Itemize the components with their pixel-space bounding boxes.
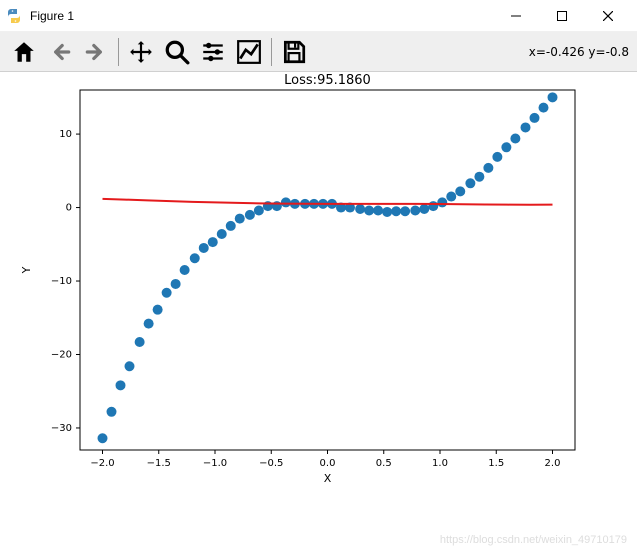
svg-text:1.5: 1.5 <box>488 458 504 469</box>
edit-axis-button[interactable] <box>233 36 265 68</box>
zoom-button[interactable] <box>161 36 193 68</box>
watermark: https://blog.csdn.net/weixin_49710179 <box>440 534 627 546</box>
svg-text:−0.5: −0.5 <box>259 458 283 469</box>
close-icon <box>603 11 613 21</box>
svg-text:−1.5: −1.5 <box>147 458 171 469</box>
svg-text:0: 0 <box>66 203 72 214</box>
python-icon <box>6 8 22 24</box>
svg-text:−20: −20 <box>51 349 72 360</box>
forward-arrow-icon <box>83 39 109 65</box>
svg-text:−2.0: −2.0 <box>90 458 114 469</box>
svg-text:0.0: 0.0 <box>320 458 336 469</box>
configure-button[interactable] <box>197 36 229 68</box>
svg-text:X: X <box>324 472 332 485</box>
svg-text:−1.0: −1.0 <box>203 458 227 469</box>
svg-text:Y: Y <box>20 266 33 274</box>
titlebar: Figure 1 <box>0 0 637 32</box>
chart-svg: Loss:95.1860 −2.0 −1.5 −1.0 −0.5 0.0 0.5 1.0 1.5… <box>0 72 637 492</box>
svg-text:−30: −30 <box>51 423 72 434</box>
back-button[interactable] <box>44 36 76 68</box>
maximize-icon <box>557 11 567 21</box>
window-controls <box>493 0 631 32</box>
back-arrow-icon <box>47 39 73 65</box>
chart-line-icon <box>236 39 262 65</box>
window-title: Figure 1 <box>30 9 493 23</box>
svg-text:10: 10 <box>59 129 72 140</box>
toolbar-separator <box>118 38 119 66</box>
close-button[interactable] <box>585 0 631 32</box>
save-button[interactable] <box>278 36 310 68</box>
toolbar: x=-0.426 y=-0.8 <box>0 32 637 72</box>
save-icon <box>281 39 307 65</box>
svg-text:Loss:95.1860: Loss:95.1860 <box>284 73 371 88</box>
plot-area[interactable]: Loss:95.1860 −2.0 −1.5 −1.0 −0.5 0.0 0.5 1.0 1.5… <box>0 72 637 552</box>
svg-text:−10: −10 <box>51 276 72 287</box>
pan-button[interactable] <box>125 36 157 68</box>
sliders-icon <box>200 39 226 65</box>
minimize-button[interactable] <box>493 0 539 32</box>
svg-text:2.0: 2.0 <box>545 458 561 469</box>
forward-button[interactable] <box>80 36 112 68</box>
home-button[interactable] <box>8 36 40 68</box>
pan-icon <box>128 39 154 65</box>
home-icon <box>11 39 37 65</box>
toolbar-separator <box>271 38 272 66</box>
cursor-coordinates: x=-0.426 y=-0.8 <box>529 45 629 59</box>
maximize-button[interactable] <box>539 0 585 32</box>
minimize-icon <box>511 11 521 21</box>
zoom-icon <box>164 39 190 65</box>
svg-text:0.5: 0.5 <box>376 458 392 469</box>
svg-text:1.0: 1.0 <box>432 458 448 469</box>
